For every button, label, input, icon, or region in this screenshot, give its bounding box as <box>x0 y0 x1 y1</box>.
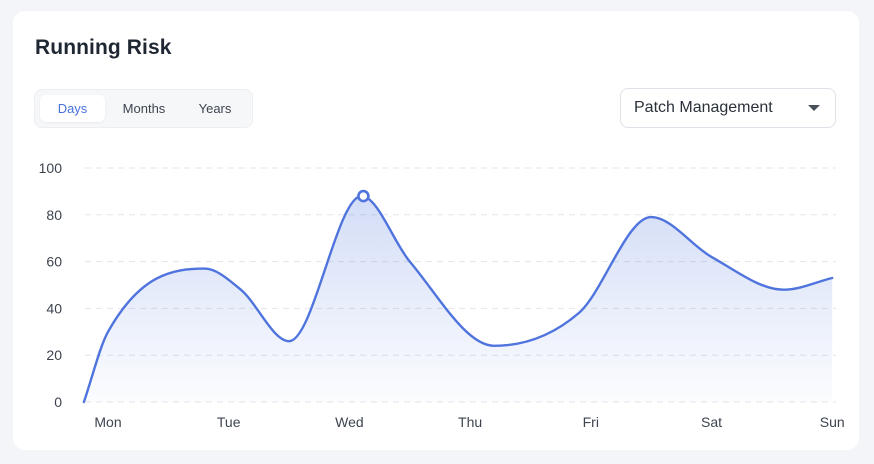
x-tick-label-fri: Fri <box>583 414 599 430</box>
x-tick-label-thu: Thu <box>458 414 482 430</box>
series-line <box>82 194 834 404</box>
x-tick-label-tue: Tue <box>217 414 241 430</box>
x-tick-label-mon: Mon <box>94 414 121 430</box>
tab-months[interactable]: Months <box>122 101 166 116</box>
time-range-segmented-control: Days Months Years <box>34 89 253 128</box>
tab-days[interactable]: Days <box>40 95 105 122</box>
tab-years[interactable]: Years <box>198 101 232 116</box>
y-tick-label: 80 <box>46 207 62 223</box>
caret-down-icon <box>808 105 820 111</box>
y-tick-label: 20 <box>46 347 62 363</box>
chart-title: Running Risk <box>35 36 172 59</box>
y-tick-label: 60 <box>46 254 62 270</box>
hover-point-marker[interactable] <box>357 189 370 203</box>
x-tick-label-sat: Sat <box>701 414 722 430</box>
y-tick-label: 100 <box>39 160 63 176</box>
category-dropdown-value: Patch Management <box>634 99 773 116</box>
category-dropdown[interactable]: Patch Management <box>620 88 836 128</box>
x-tick-label-sun: Sun <box>820 414 845 430</box>
y-tick-label: 0 <box>54 394 62 410</box>
y-tick-label: 40 <box>46 300 62 316</box>
series-area <box>83 196 833 402</box>
x-tick-label-wed: Wed <box>335 414 364 430</box>
